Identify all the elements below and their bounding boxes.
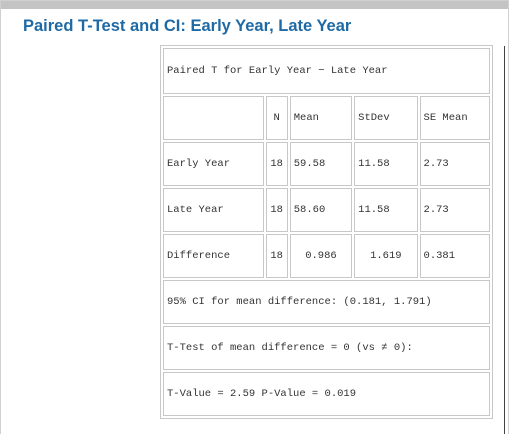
cell-se-mean: 2.73 (419, 142, 490, 186)
row-label: Early Year (163, 142, 264, 186)
table-row: Difference 18 0.986 1.619 0.381 (163, 234, 490, 278)
table-title: Paired T for Early Year − Late Year (163, 48, 490, 94)
column-header-stdev: StDev (354, 96, 418, 140)
table-row: Late Year 18 58.60 11.58 2.73 (163, 188, 490, 232)
cell-stdev: 11.58 (354, 142, 418, 186)
cell-n: 18 (265, 142, 288, 186)
ttest-row: T-Test of mean difference = 0 (vs ≠ 0): (163, 326, 490, 370)
cell-stdev: 11.58 (354, 188, 418, 232)
table-row: Early Year 18 59.58 11.58 2.73 (163, 142, 490, 186)
panel-header-bar (1, 1, 508, 9)
cell-mean: 59.58 (289, 142, 353, 186)
table-title-row: Paired T for Early Year − Late Year (163, 48, 490, 94)
row-label: Difference (163, 234, 264, 278)
panel-divider (504, 46, 505, 434)
cell-mean: 0.986 (289, 234, 353, 278)
results-table: Paired T for Early Year − Late Year N Me… (160, 45, 493, 419)
cell-mean: 58.60 (289, 188, 353, 232)
cell-n: 18 (265, 234, 288, 278)
cell-stdev: 1.619 (354, 234, 418, 278)
column-header-mean: Mean (289, 96, 353, 140)
column-header-label (163, 96, 264, 140)
cell-se-mean: 0.381 (419, 234, 490, 278)
cell-n: 18 (265, 188, 288, 232)
column-header-se-mean: SE Mean (419, 96, 490, 140)
cell-se-mean: 2.73 (419, 188, 490, 232)
ci-text: 95% CI for mean difference: (0.181, 1.79… (163, 280, 490, 324)
ci-row: 95% CI for mean difference: (0.181, 1.79… (163, 280, 490, 324)
row-label: Late Year (163, 188, 264, 232)
column-header-n: N (265, 96, 288, 140)
ttest-text: T-Test of mean difference = 0 (vs ≠ 0): (163, 326, 490, 370)
page-title: Paired T-Test and CI: Early Year, Late Y… (23, 17, 352, 35)
result-text: T-Value = 2.59 P-Value = 0.019 (163, 372, 490, 416)
result-row: T-Value = 2.59 P-Value = 0.019 (163, 372, 490, 416)
table-header-row: N Mean StDev SE Mean (163, 96, 490, 140)
